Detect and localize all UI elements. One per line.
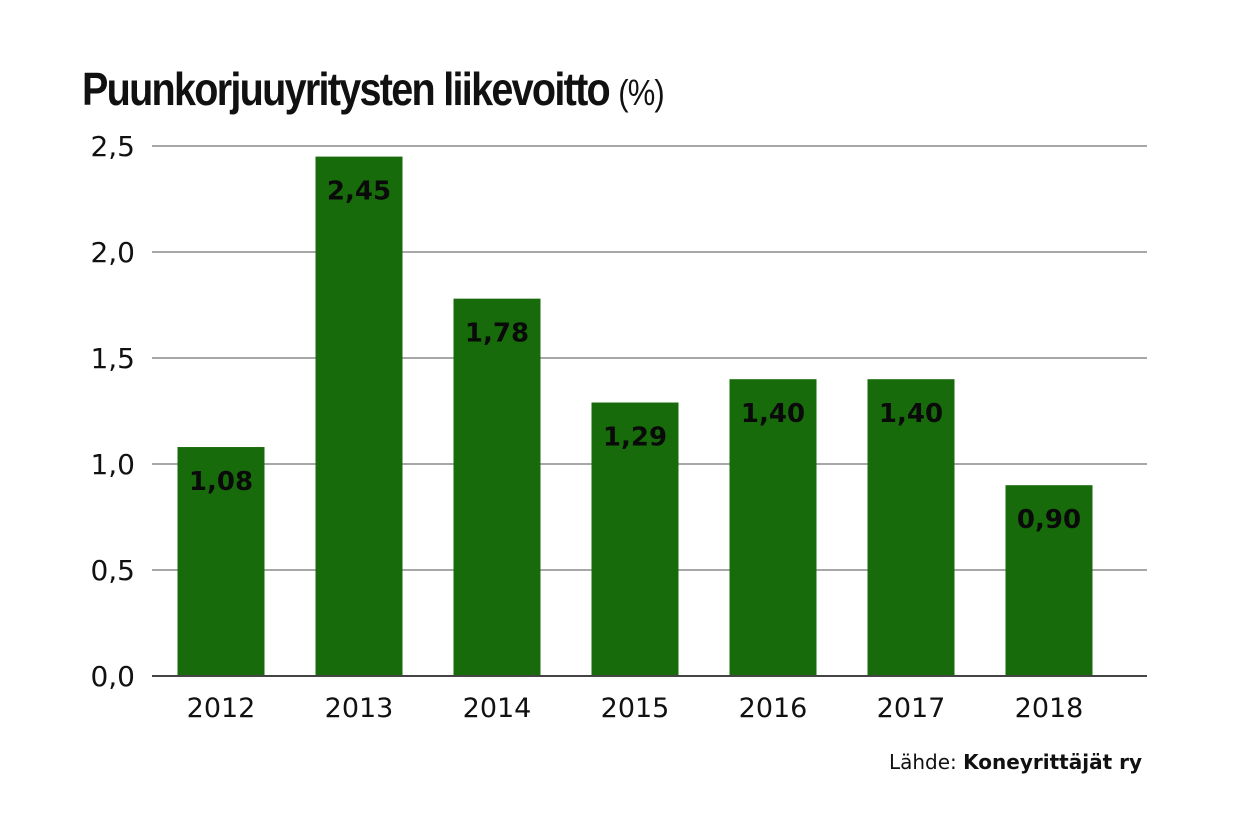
bar-value-label: 2,45	[327, 177, 391, 207]
y-tick-label: 2,0	[90, 236, 135, 269]
bar-value-label: 1,29	[603, 423, 667, 453]
source-label: Lähde:	[888, 750, 957, 774]
bar-value-label: 1,40	[741, 399, 805, 429]
title-text: Puunkorjuuyritysten liikevoitto	[82, 63, 611, 115]
x-tick-label: 2014	[463, 693, 532, 724]
chart-title: Puunkorjuuyritysten liikevoitto (%)	[82, 62, 665, 116]
x-tick-label: 2018	[1015, 693, 1084, 724]
bar-value-label: 0,90	[1017, 505, 1081, 535]
x-tick-label: 2017	[877, 693, 946, 724]
x-tick-label: 2016	[739, 693, 808, 724]
source-name: Koneyrittäjät ry	[963, 750, 1142, 774]
y-tick-label: 1,5	[90, 342, 135, 375]
y-tick-label: 0,0	[90, 660, 135, 693]
bar	[729, 379, 817, 675]
bar-value-label: 1,40	[879, 399, 943, 429]
bar-value-label: 1,08	[189, 467, 253, 497]
source-note: Lähde: Koneyrittäjät ry	[889, 750, 1142, 774]
x-tick-label: 2015	[601, 693, 670, 724]
bar	[177, 447, 265, 675]
bar	[867, 379, 955, 675]
bar	[591, 402, 679, 675]
y-tick-label: 2,5	[90, 130, 135, 163]
x-tick-label: 2013	[325, 693, 394, 724]
bar	[453, 298, 541, 675]
title-unit: (%)	[618, 72, 664, 113]
bar-value-label: 1,78	[465, 319, 529, 349]
bar	[315, 156, 403, 676]
bar	[1005, 485, 1093, 675]
x-tick-label: 2012	[187, 693, 256, 724]
y-tick-label: 0,5	[90, 554, 135, 587]
y-tick-label: 1,0	[90, 448, 135, 481]
